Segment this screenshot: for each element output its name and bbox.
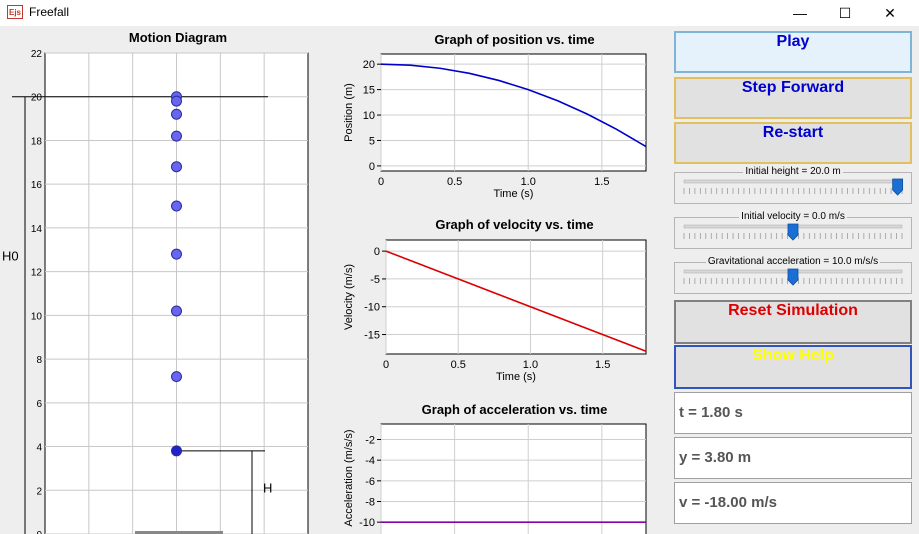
slider-thumb <box>892 178 904 196</box>
initial-height-label: Initial height = 20.0 m <box>743 166 843 177</box>
minimize-button[interactable]: — <box>793 5 807 21</box>
y-tick-label: -4 <box>365 455 375 467</box>
motion-diagram-title: Motion Diagram <box>128 30 228 45</box>
motion-y-tick-label: 12 <box>31 268 43 279</box>
gravity-track[interactable] <box>674 256 912 294</box>
velocity-graph-title: Graph of velocity vs. time <box>435 217 594 232</box>
x-tick-label: 0.5 <box>451 359 466 371</box>
ball-trace <box>171 95 182 107</box>
velocity-readout: v = -18.00 m/s <box>674 482 912 524</box>
y-tick-label: -6 <box>365 476 375 488</box>
initial-height-slider[interactable]: Initial height = 20.0 m <box>674 166 912 204</box>
y-axis-label: Acceleration (m/s/s) <box>343 429 355 526</box>
play-button[interactable]: Play <box>674 31 912 73</box>
ground-block <box>135 531 223 534</box>
motion-y-tick-label: 14 <box>31 224 43 235</box>
y-axis-label: Velocity (m/s) <box>343 264 355 330</box>
motion-y-tick-label: 16 <box>31 180 43 191</box>
acceleration-graph: -2-4-6-8-10-12Acceleration (m/s/s) <box>343 423 647 534</box>
motion-y-tick-label: 4 <box>36 443 42 454</box>
plot-area <box>380 423 647 534</box>
x-axis-label: Time (s) <box>494 188 534 200</box>
y-tick-label: -5 <box>370 274 380 286</box>
ball-trace <box>171 130 182 142</box>
position-graph-title: Graph of position vs. time <box>434 32 595 47</box>
velocity-graph: 0 0.5 1.0 1.5 0 -5 -10 -15 Time (s) Velocity (m/s… <box>343 239 647 383</box>
y-tick-label: 5 <box>369 135 375 147</box>
motion-y-tick-label: 8 <box>36 355 42 366</box>
x-tick-label: 1.0 <box>523 359 538 371</box>
y-tick-label: -10 <box>359 517 375 529</box>
time-readout: t = 1.80 s <box>674 392 912 434</box>
close-button[interactable]: ✕ <box>884 5 896 21</box>
step-forward-button[interactable]: Step Forward <box>674 77 912 119</box>
ball-trace <box>171 248 182 260</box>
gravity-slider[interactable]: Gravitational acceleration = 10.0 m/s/s <box>674 256 912 294</box>
initial-velocity-slider[interactable]: Initial velocity = 0.0 m/s <box>674 211 912 249</box>
plot-area <box>380 53 647 172</box>
initial-velocity-track[interactable] <box>674 211 912 249</box>
y-tick-label: -8 <box>365 497 375 509</box>
x-tick-label: 1.5 <box>595 359 610 371</box>
h0-label: H0 <box>2 249 19 264</box>
motion-y-tick-label: 6 <box>36 399 42 410</box>
motion-y-tick-label: 18 <box>31 136 43 147</box>
x-tick-label: 1.0 <box>521 176 536 188</box>
slider-thumb <box>787 223 799 241</box>
motion-y-tick-label: 20 <box>31 93 43 104</box>
motion-y-tick-label: 22 <box>31 49 43 60</box>
ball-trace <box>171 108 182 120</box>
window-title: Freefall <box>29 5 70 19</box>
y-tick-label: 10 <box>363 110 375 122</box>
initial-height-track[interactable] <box>674 166 912 204</box>
position-readout: y = 3.80 m <box>674 437 912 479</box>
initial-velocity-label: Initial velocity = 0.0 m/s <box>739 211 847 222</box>
ball-trace <box>171 161 182 173</box>
x-tick-label: 0 <box>383 359 389 371</box>
y-tick-label: -2 <box>365 435 375 447</box>
slider-rail <box>683 179 903 184</box>
x-tick-label: 0.5 <box>447 176 462 188</box>
title-bar: Ejs Freefall — ☐ ✕ <box>0 0 919 26</box>
series-line <box>380 63 647 148</box>
motion-y-tick-label: 0 <box>36 530 42 534</box>
y-tick-label: 0 <box>374 246 380 258</box>
maximize-button[interactable]: ☐ <box>838 5 852 21</box>
ball-trace <box>171 200 182 212</box>
x-tick-label: 1.5 <box>594 176 609 188</box>
h-label: H <box>263 480 272 495</box>
reset-simulation-button[interactable]: Reset Simulation <box>674 300 912 344</box>
y-tick-label: 20 <box>363 59 375 71</box>
position-graph: 0 0.5 1.0 1.5 20 15 10 5 0 Time (s) Position (m) <box>343 53 647 200</box>
y-tick-label: -15 <box>364 330 380 342</box>
motion-y-tick-label: 10 <box>31 311 43 322</box>
ball-current <box>171 445 182 457</box>
x-axis-label: Time (s) <box>496 371 536 383</box>
y-tick-label: -10 <box>364 302 380 314</box>
motion-y-tick-label: 2 <box>36 486 42 497</box>
series-line <box>385 250 647 352</box>
show-help-button[interactable]: Show Help <box>674 345 912 389</box>
y-tick-label: 0 <box>369 161 375 173</box>
ball-trace <box>171 305 182 317</box>
restart-button[interactable]: Re-start <box>674 122 912 164</box>
gravity-label: Gravitational acceleration = 10.0 m/s/s <box>705 256 881 267</box>
y-tick-label: 15 <box>363 85 375 97</box>
slider-thumb <box>787 268 799 286</box>
y-axis-label: Position (m) <box>343 83 355 142</box>
x-tick-label: 0 <box>378 176 384 188</box>
motion-diagram[interactable]: 2220181614121086420H0H <box>0 44 320 534</box>
acceleration-graph-title: Graph of acceleration vs. time <box>421 402 608 417</box>
ball-trace <box>171 371 182 383</box>
ejs-app-icon: Ejs <box>7 5 23 19</box>
